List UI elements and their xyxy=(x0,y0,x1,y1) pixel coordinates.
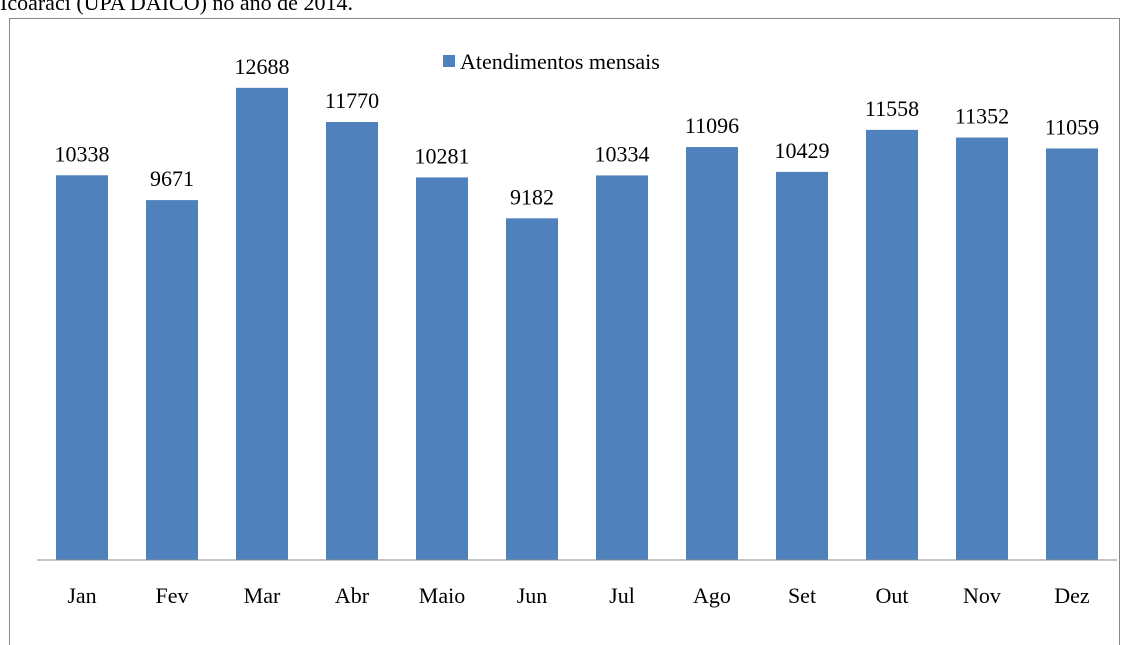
bar xyxy=(956,137,1008,560)
data-label: 9671 xyxy=(150,166,194,191)
bar xyxy=(686,147,738,560)
x-tick-label: Dez xyxy=(1054,583,1090,608)
bar xyxy=(56,175,108,560)
bar xyxy=(236,87,288,561)
x-tick-label: Nov xyxy=(963,583,1001,608)
x-tick-label: Mar xyxy=(244,583,281,608)
data-label: 10281 xyxy=(415,143,470,168)
data-label: 10334 xyxy=(595,141,650,166)
bar xyxy=(416,177,468,560)
legend-swatch xyxy=(443,55,455,67)
x-tick-label: Fev xyxy=(156,583,189,608)
x-tick-label: Jun xyxy=(517,583,548,608)
data-label: 11770 xyxy=(325,88,379,113)
bar xyxy=(596,175,648,561)
x-tick-label: Ago xyxy=(693,583,731,608)
data-label: 11558 xyxy=(865,96,919,121)
data-label: 11059 xyxy=(1045,114,1099,139)
bar xyxy=(326,121,378,560)
x-tick-label: Jan xyxy=(67,583,96,608)
chart-frame xyxy=(9,18,1120,645)
x-tick-label: Set xyxy=(788,583,816,608)
x-tick-label: Maio xyxy=(419,583,465,608)
bar xyxy=(146,200,198,560)
data-label: 11096 xyxy=(685,113,739,138)
legend-label: Atendimentos mensais xyxy=(460,49,660,74)
data-label: 12688 xyxy=(235,54,290,79)
bar xyxy=(1046,148,1098,561)
data-label: 10338 xyxy=(55,141,110,166)
data-label: 9182 xyxy=(510,184,554,209)
x-tick-label: Abr xyxy=(335,583,370,608)
x-tick-label: Out xyxy=(876,583,909,608)
data-label: 10429 xyxy=(775,138,830,163)
caption: Icoaraci (UPA DAICO) no ano de 2014. xyxy=(0,0,353,15)
bar xyxy=(506,218,558,560)
data-label: 11352 xyxy=(955,104,1009,129)
bar xyxy=(866,129,918,560)
bar xyxy=(776,171,828,560)
x-tick-label: Jul xyxy=(609,583,635,608)
